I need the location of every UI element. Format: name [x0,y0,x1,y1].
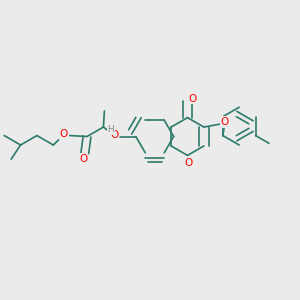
Text: O: O [60,129,68,139]
Text: O: O [220,117,229,127]
Text: O: O [189,94,197,103]
Text: O: O [110,130,118,140]
Text: O: O [79,154,87,164]
Text: O: O [184,158,193,168]
Text: H: H [108,125,114,134]
